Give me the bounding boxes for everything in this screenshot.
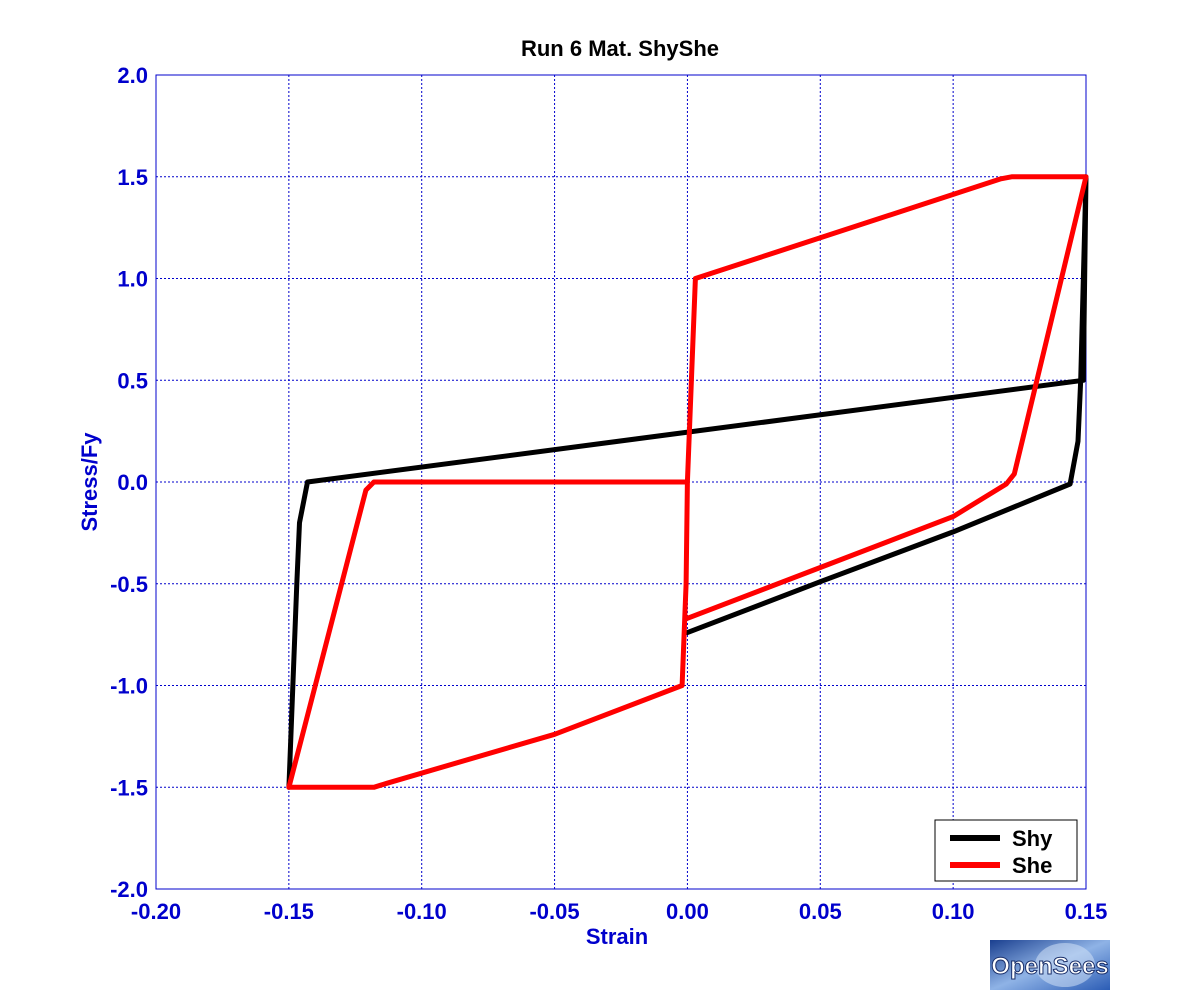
legend-label-she: She (1012, 853, 1052, 878)
x-tick-label: -0.10 (397, 899, 447, 924)
y-tick-label: 0.5 (117, 368, 148, 393)
legend-box (934, 819, 1078, 882)
y-tick-label: -0.5 (110, 572, 148, 597)
x-tick-label: 0.15 (1065, 899, 1108, 924)
y-tick-label: 0.0 (117, 470, 148, 495)
x-tick-label: -0.15 (264, 899, 314, 924)
y-tick-label: -1.5 (110, 775, 148, 800)
x-tick-label: 0.10 (932, 899, 975, 924)
series-layer (286, 174, 1089, 790)
y-tick-label: -1.0 (110, 674, 148, 699)
y-axis-label: Stress/Fy (77, 432, 102, 532)
x-axis-label: Strain (586, 924, 648, 949)
y-tick-label: 1.0 (117, 267, 148, 292)
y-tick-label: 1.5 (117, 165, 148, 190)
y-tick-labels: -2.0 -1.5 -1.0 -0.5 0.0 0.5 1.0 1.5 2.0 (110, 63, 148, 902)
y-tick-label: -2.0 (110, 877, 148, 902)
series-line-she (286, 174, 1089, 790)
logo-text: OpenSees (991, 953, 1108, 980)
legend-label-shy: Shy (1012, 826, 1053, 851)
logo-globe (1035, 943, 1095, 987)
x-tick-label: -0.20 (131, 899, 181, 924)
legend: Shy She (934, 819, 1078, 882)
y-tick-label: 2.0 (117, 63, 148, 88)
x-tick-label: 0.05 (799, 899, 842, 924)
x-tick-labels: -0.20 -0.15 -0.10 -0.05 0.00 0.05 0.10 0.15 (131, 899, 1107, 924)
x-tick-label: -0.05 (529, 899, 579, 924)
opensees-logo: OpenSees (990, 940, 1110, 990)
series-line-shy (286, 174, 1089, 790)
x-tick-label: 0.00 (666, 899, 709, 924)
chart-title: Run 6 Mat. ShyShe (521, 36, 719, 61)
